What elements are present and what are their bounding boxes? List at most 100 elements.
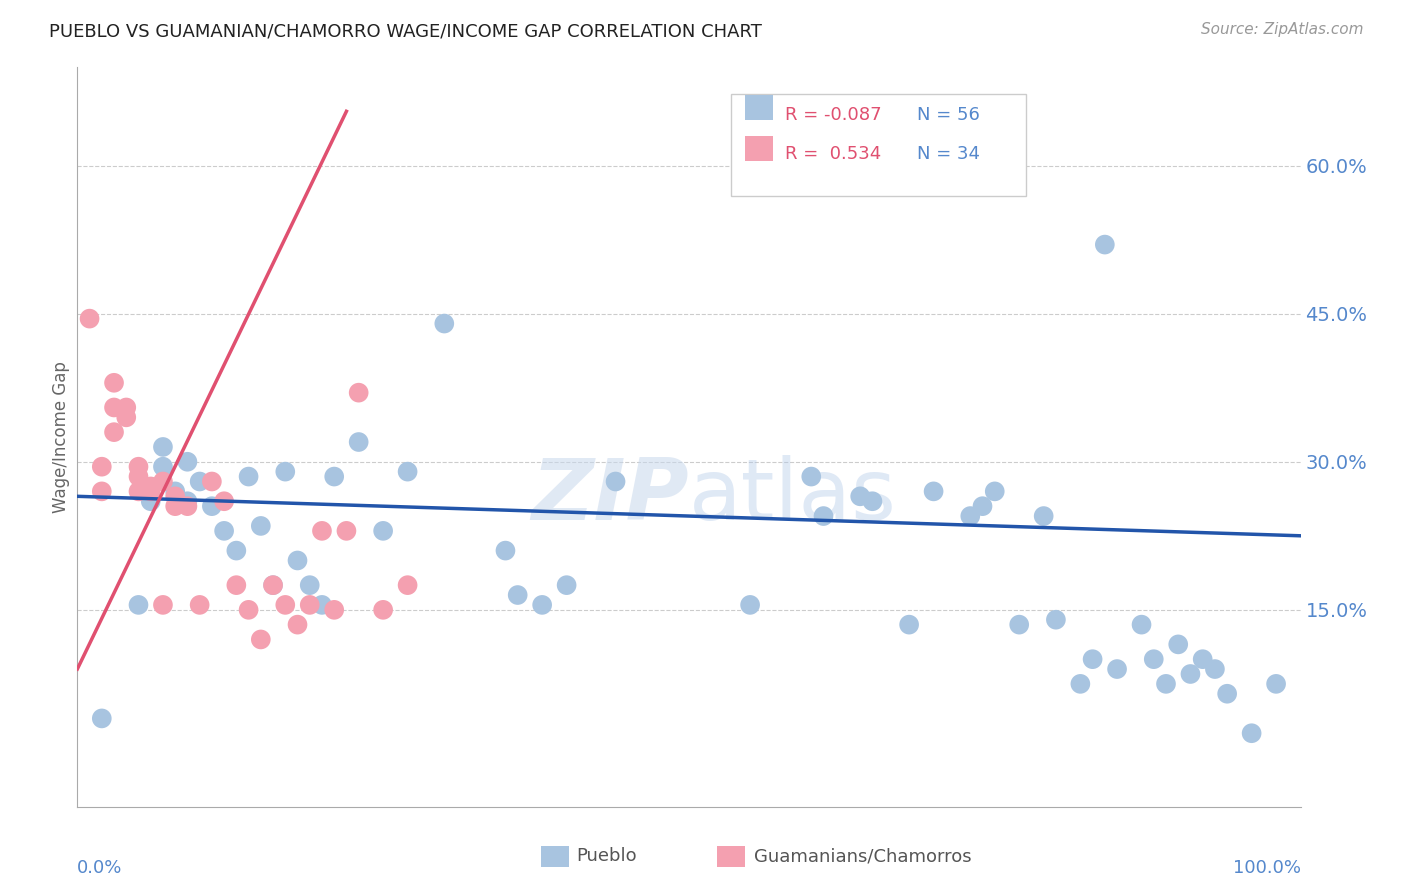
Text: Source: ZipAtlas.com: Source: ZipAtlas.com: [1201, 22, 1364, 37]
Point: [972, 499, 994, 513]
Point: [1045, 613, 1067, 627]
Point: [605, 475, 627, 489]
Point: [127, 484, 149, 499]
Point: [103, 425, 125, 439]
Point: [1191, 652, 1213, 666]
Point: [1032, 509, 1054, 524]
Text: N = 56: N = 56: [917, 106, 980, 124]
Point: [959, 509, 981, 524]
Point: [1130, 617, 1153, 632]
Text: 100.0%: 100.0%: [1233, 859, 1301, 877]
Point: [212, 494, 235, 508]
Point: [127, 598, 149, 612]
Point: [90, 459, 112, 474]
Point: [152, 459, 174, 474]
Point: [115, 401, 138, 415]
Point: [165, 489, 187, 503]
Text: Guamanians/Chamorros: Guamanians/Chamorros: [754, 847, 972, 865]
Point: [90, 484, 112, 499]
Point: [922, 484, 945, 499]
Point: [165, 499, 187, 513]
Point: [396, 578, 419, 592]
Point: [176, 499, 198, 513]
Point: [1265, 677, 1288, 691]
Point: [1240, 726, 1263, 740]
Point: [152, 598, 174, 612]
Point: [531, 598, 554, 612]
Point: [238, 469, 260, 483]
Text: PUEBLO VS GUAMANIAN/CHAMORRO WAGE/INCOME GAP CORRELATION CHART: PUEBLO VS GUAMANIAN/CHAMORRO WAGE/INCOME…: [49, 22, 762, 40]
Point: [274, 465, 297, 479]
Point: [984, 484, 1007, 499]
Point: [127, 459, 149, 474]
Point: [495, 543, 517, 558]
Point: [250, 632, 273, 647]
Point: [225, 578, 247, 592]
Point: [1204, 662, 1226, 676]
Point: [371, 524, 394, 538]
Point: [298, 598, 321, 612]
Point: [1143, 652, 1166, 666]
Point: [201, 499, 224, 513]
Point: [311, 524, 333, 538]
Point: [371, 603, 394, 617]
Point: [323, 603, 346, 617]
Point: [323, 469, 346, 483]
Point: [165, 484, 187, 499]
Point: [898, 617, 921, 632]
Point: [1167, 637, 1189, 651]
Point: [740, 598, 762, 612]
Point: [287, 553, 309, 567]
Point: [800, 469, 823, 483]
Point: [139, 494, 162, 508]
Point: [1008, 617, 1031, 632]
Point: [1069, 677, 1091, 691]
Point: [1216, 687, 1239, 701]
Point: [298, 578, 321, 592]
Point: [1180, 667, 1202, 681]
Point: [311, 598, 333, 612]
Point: [201, 475, 224, 489]
Point: [262, 578, 284, 592]
Point: [1081, 652, 1104, 666]
Point: [176, 494, 198, 508]
Point: [188, 475, 211, 489]
Point: [347, 385, 370, 400]
Text: ZIP: ZIP: [531, 455, 689, 538]
Point: [433, 317, 456, 331]
Point: [115, 410, 138, 425]
Point: [127, 469, 149, 483]
Point: [506, 588, 529, 602]
Point: [188, 598, 211, 612]
Point: [274, 598, 297, 612]
Point: [1154, 677, 1177, 691]
Point: [862, 494, 884, 508]
Point: [555, 578, 578, 592]
Point: [813, 509, 835, 524]
Point: [103, 376, 125, 390]
Text: R =  0.534: R = 0.534: [785, 145, 880, 163]
Point: [79, 311, 101, 326]
Point: [262, 578, 284, 592]
Point: [1107, 662, 1129, 676]
Text: atlas: atlas: [689, 455, 897, 538]
Text: 0.0%: 0.0%: [77, 859, 122, 877]
Point: [1094, 237, 1116, 252]
Point: [139, 484, 162, 499]
Point: [103, 401, 125, 415]
Point: [250, 519, 273, 533]
Point: [347, 435, 370, 450]
Point: [396, 465, 419, 479]
Point: [238, 603, 260, 617]
Point: [212, 524, 235, 538]
Point: [139, 479, 162, 493]
Text: Pueblo: Pueblo: [576, 847, 637, 865]
Point: [849, 489, 872, 503]
Text: R = -0.087: R = -0.087: [785, 106, 882, 124]
Point: [335, 524, 357, 538]
Point: [152, 475, 174, 489]
Point: [225, 543, 247, 558]
Point: [152, 440, 174, 454]
Point: [176, 455, 198, 469]
Y-axis label: Wage/Income Gap: Wage/Income Gap: [52, 361, 70, 513]
